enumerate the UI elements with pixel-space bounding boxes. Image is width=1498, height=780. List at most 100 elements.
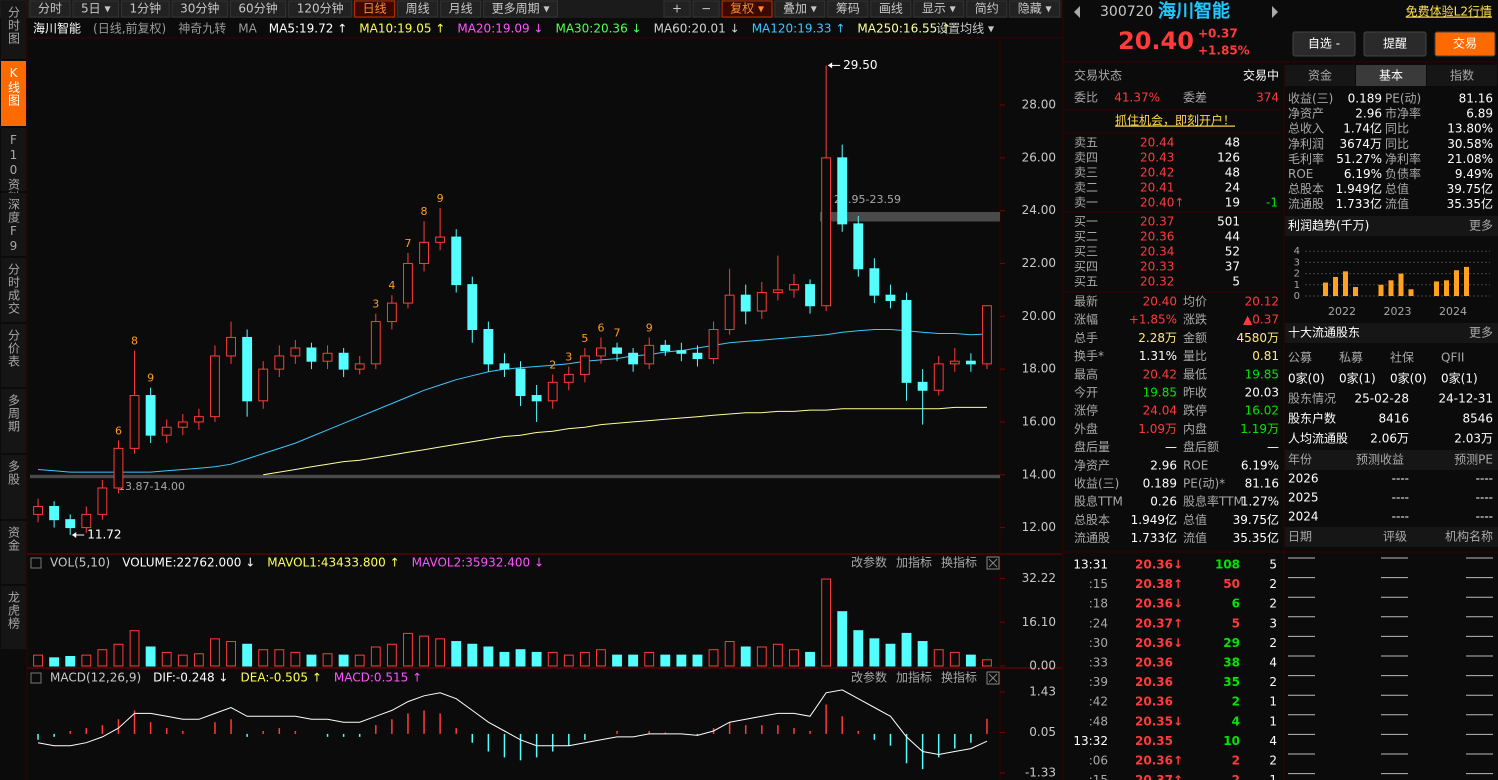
side-tab[interactable]	[1, 1, 26, 59]
promo-banner[interactable]: 抓住机会，即刻开户！	[1115, 113, 1235, 128]
side-tab-label[interactable]: 龙虎榜	[7, 591, 21, 630]
info-tab-label[interactable]: 指数	[1450, 68, 1474, 83]
toolbar-button[interactable]	[721, 0, 773, 18]
l2-link[interactable]: 免费体验L2行情	[1406, 4, 1492, 19]
side-tab[interactable]	[1, 128, 26, 191]
toolbar-button[interactable]	[663, 0, 691, 18]
nine-turn-label: 4	[388, 279, 395, 292]
nav-next[interactable]	[1272, 6, 1278, 18]
toolbar-label[interactable]: +	[672, 2, 682, 16]
toolbar-label[interactable]: 60分钟	[238, 1, 277, 16]
tick-volume: 2	[1232, 773, 1240, 780]
toolbar-label[interactable]: 筹码	[836, 2, 860, 16]
side-tab-label[interactable]: 多股	[7, 460, 21, 486]
toolbar-label[interactable]: 日线	[363, 2, 387, 16]
nav-prev[interactable]	[1074, 6, 1080, 18]
toolbar-label[interactable]: 复权 ▾	[730, 2, 764, 16]
side-tab-label[interactable]: K线图	[7, 66, 21, 107]
stat-value: 20.40	[1143, 295, 1177, 309]
side-tab[interactable]	[1, 455, 26, 519]
close-button[interactable]	[986, 671, 1000, 685]
toolbar-label[interactable]: 显示 ▾	[922, 2, 956, 16]
panel-button[interactable]: 换指标	[941, 555, 977, 570]
volume-bar	[740, 646, 751, 667]
side-tab-label[interactable]: 分价表	[7, 329, 21, 368]
action-label[interactable]: 提醒	[1383, 36, 1407, 51]
toolbar-label[interactable]: 5日 ▾	[81, 2, 110, 16]
side-tab[interactable]	[1, 389, 26, 453]
toolbar-button[interactable]	[483, 0, 558, 18]
info-tab-label[interactable]: 资金	[1308, 68, 1332, 83]
toolbar-button[interactable]	[966, 0, 1008, 18]
toolbar-label[interactable]: −	[701, 2, 711, 16]
side-tab[interactable]	[1, 61, 26, 126]
toolbar-button[interactable]	[397, 0, 439, 18]
toolbar-button[interactable]	[121, 0, 170, 18]
panel-button[interactable]: 换指标	[941, 670, 977, 685]
stat-value: 0.81	[1252, 349, 1279, 363]
profit-bar	[1333, 276, 1338, 296]
toolbar-label[interactable]: 周线	[406, 2, 430, 16]
side-tab[interactable]	[1, 521, 26, 584]
toolbar-label[interactable]: 120分钟	[297, 1, 344, 16]
action-label[interactable]: 自选 -	[1308, 37, 1340, 51]
toolbar-button[interactable]	[171, 0, 228, 18]
side-tab-label[interactable]: 资金	[7, 526, 21, 552]
stat-value: 1.733亿	[1131, 530, 1177, 545]
candle-body	[435, 236, 446, 243]
action-button[interactable]	[1292, 31, 1356, 57]
action-button[interactable]	[1363, 31, 1427, 57]
side-tab[interactable]	[1, 258, 26, 322]
action-label[interactable]: 交易	[1453, 36, 1477, 51]
toolbar-button[interactable]	[354, 0, 396, 18]
side-tab-label[interactable]: F10资料	[7, 133, 21, 204]
side-tab-label[interactable]: 分时图	[7, 6, 21, 45]
toolbar-button[interactable]	[774, 0, 826, 18]
side-tab-label[interactable]: 分时成交	[7, 263, 21, 315]
toolbar-label[interactable]: 1分钟	[130, 1, 162, 16]
stat-value: +1.85%	[1129, 313, 1177, 327]
candle-body	[982, 305, 992, 365]
side-tab[interactable]	[1, 586, 26, 649]
toolbar-button[interactable]	[72, 0, 119, 18]
toolbar-button[interactable]	[29, 0, 71, 18]
y-tick-label: 3	[1294, 257, 1300, 268]
toolbar-button[interactable]	[440, 0, 482, 18]
toolbar-button[interactable]	[1009, 0, 1061, 18]
toolbar-label[interactable]: 月线	[449, 2, 473, 16]
toolbar-label[interactable]: 画线	[879, 2, 903, 16]
action-button[interactable]	[1434, 31, 1496, 57]
toolbar-label[interactable]: 更多周期 ▾	[492, 2, 550, 16]
panel-button[interactable]: 加指标	[896, 670, 932, 685]
panel-button[interactable]: 改参数	[851, 670, 887, 685]
forecast-header: 预测收益	[1356, 453, 1404, 467]
info-tab[interactable]	[1427, 65, 1497, 86]
toolbar-label[interactable]: 30分钟	[180, 1, 219, 16]
panel-button[interactable]: 加指标	[896, 555, 932, 570]
settings-button[interactable]: 设置均线 ▾	[936, 22, 994, 36]
side-tab[interactable]	[1, 324, 26, 387]
panel-button[interactable]: 改参数	[851, 555, 887, 570]
book-volume: 48	[1225, 136, 1240, 150]
info-tab[interactable]	[1285, 65, 1355, 86]
toolbar-label[interactable]: 简约	[975, 1, 999, 16]
more-link[interactable]: 更多	[1469, 219, 1493, 233]
profit-bar	[1454, 270, 1459, 296]
toolbar-label[interactable]: 叠加 ▾	[783, 2, 817, 16]
toolbar-label[interactable]: 分时	[38, 2, 62, 16]
toolbar-button[interactable]	[913, 0, 965, 18]
toolbar-button[interactable]	[827, 0, 869, 18]
side-tab-label[interactable]: 深度F9	[7, 198, 21, 254]
side-tab[interactable]	[1, 193, 26, 256]
toolbar-button[interactable]	[229, 0, 287, 18]
side-tab-label[interactable]: 多周期	[7, 394, 21, 433]
toolbar-button[interactable]	[870, 0, 912, 18]
info-tab-label[interactable]: 基本	[1379, 69, 1403, 83]
ma-line	[263, 406, 987, 476]
toolbar-label[interactable]: 隐藏 ▾	[1018, 2, 1052, 16]
toolbar-button[interactable]	[692, 0, 720, 18]
more-link[interactable]: 更多	[1469, 326, 1493, 340]
toolbar-button[interactable]	[288, 0, 353, 18]
info-tab[interactable]	[1356, 65, 1426, 86]
close-button[interactable]	[986, 556, 1000, 570]
